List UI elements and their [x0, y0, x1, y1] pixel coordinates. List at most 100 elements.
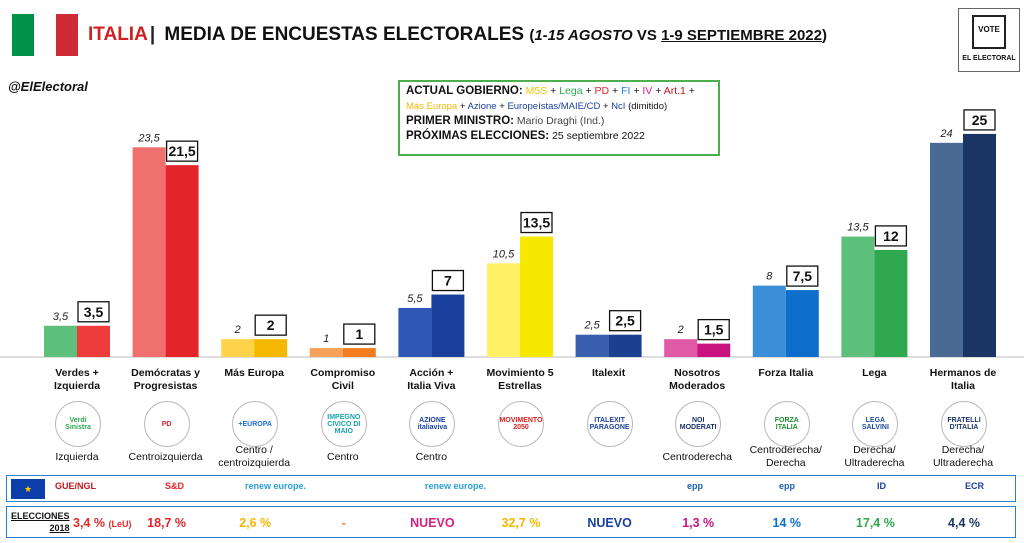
title-vs: VS [636, 27, 657, 44]
value-label-curr: 12 [883, 228, 899, 244]
social-handle: @ElElectoral [8, 79, 88, 94]
party-logo-icon: FRATELLI D'ITALIA [941, 401, 987, 447]
ideology-label-line: centroizquierda [218, 457, 291, 469]
gov-pm-value: Mario Draghi (Ind.) [516, 115, 605, 127]
result-2018-first-note: (LeU) [108, 519, 132, 529]
value-box-curr [343, 323, 376, 345]
ideology-label: Centroizquierda [118, 451, 214, 464]
gov-line-2: Más Europa + Azione + Europeístas/MAIE/C… [406, 99, 712, 114]
gov-parties-second: Más Europa + Azione + Europeístas/MAIE/C… [406, 101, 626, 112]
bar-prev [841, 236, 875, 357]
ideology-label-line: Derecha [765, 457, 806, 469]
category-label-line: Forza Italia [758, 367, 814, 379]
gov-party-pd: PD [594, 85, 610, 97]
gov-line-3: PRIMER MINISTRO: Mario Draghi (Ind.) [406, 114, 712, 129]
ballot-box-icon: VOTE [972, 15, 1006, 49]
ideology-label-line: Centroderecha [662, 451, 732, 463]
logo-name: EL ELECTORAL [962, 55, 1016, 62]
gov-party-azione: Azione [467, 101, 497, 112]
ideology-label-line: Derecha/ [941, 444, 985, 456]
party-logo-icon: MOVIMENTO 2050 [498, 401, 544, 447]
category-label-line: Italexit [591, 367, 626, 379]
value-box-curr [254, 314, 287, 336]
logo-vote-text: VOTE [978, 25, 1000, 34]
eu-group-label: renew europe. [425, 481, 487, 491]
value-label-curr: 13,5 [523, 215, 550, 231]
party-logo-icon: NOI MODERATI [675, 401, 722, 447]
bar-prev [664, 339, 698, 357]
gov-line-1: ACTUAL GOBIERNO: M5S + Lega + PD + FI + … [406, 84, 712, 99]
bar-prev [44, 325, 77, 357]
gov-line-4: PRÓXIMAS ELECCIONES: 25 septiembre 2022 [406, 129, 712, 144]
value-label-prev: 2 [677, 324, 684, 336]
category-label-line: Compromiso Civil [310, 367, 376, 392]
bar-prev [930, 142, 963, 357]
results-label-line2: 2018 [49, 523, 70, 533]
category-label: Verdes + Izquierda [34, 367, 120, 393]
ideology-label: Centro [383, 451, 479, 464]
value-box-curr [874, 225, 908, 247]
value-label-prev: 23,5 [137, 132, 160, 144]
category-label-line: Nosotros [674, 367, 721, 379]
results-2018-row: ELECCIONES 2018 3,4 % (LeU) 18,7 % 2,6 % -… [6, 506, 1016, 538]
bar-prev [575, 334, 609, 357]
gov-party-m5s: M5S [525, 85, 548, 97]
category-label: Forza Italia [743, 367, 829, 380]
title-range: (1-15 AGOSTO VS 1-9 SEPTIEMBRE 2022) [529, 27, 827, 44]
title-range-b: 1-9 SEPTIEMBRE 2022 [661, 27, 822, 44]
category-label-line: Progresistas [133, 380, 198, 392]
ideology-label-line: Centro [415, 451, 448, 463]
party-logo-icon: PD [143, 401, 190, 447]
eu-flag-icon: ★ [11, 479, 45, 499]
party-logo-icon: +EUROPA [232, 401, 279, 447]
party-logo-icon: Verdi Sinistra [55, 401, 101, 447]
result-2018-value: 18,7 % [147, 516, 187, 530]
title-main: MEDIA DE ENCUESTAS ELECTORALES [164, 24, 525, 45]
value-label-prev: 8 [766, 271, 773, 283]
bar-curr [874, 249, 908, 357]
gov-party-europe-stas-maie-cd: Europeístas/MAIE/CD [507, 101, 601, 112]
gov-party-art-1: Art.1 [663, 85, 686, 97]
bar-curr [165, 165, 199, 357]
value-box-curr [697, 318, 730, 341]
result-2018-first-value: 3,4 % [73, 516, 105, 530]
flag-green-stripe [12, 14, 34, 56]
bar-prev [398, 307, 432, 357]
eu-group-label: epp [779, 481, 796, 491]
gov-party-nci: NcI [611, 101, 626, 112]
bar-prev [487, 263, 520, 357]
result-2018-value: 14 % [772, 516, 802, 530]
gov-next-value: 25 septiembre 2022 [552, 130, 645, 142]
value-label-curr: 2 [267, 317, 275, 333]
category-label-line: Acción + [409, 367, 454, 379]
result-2018-value: 32,7 % [501, 516, 541, 530]
eu-group-label: S&D [165, 481, 185, 491]
el-electoral-logo: VOTE EL ELECTORAL [958, 8, 1020, 72]
ideology-label-line: Centro [327, 451, 359, 463]
title-separator: | [149, 24, 156, 45]
government-info-box: ACTUAL GOBIERNO: M5S + Lega + PD + FI + … [398, 80, 720, 156]
category-label-line: Moderados [669, 380, 726, 392]
ideology-label-line: Centroizquierda [128, 451, 203, 463]
category-label-line: Más Europa [224, 367, 284, 379]
gov-party-iv: IV [642, 85, 653, 97]
result-2018-value: 1,3 % [682, 516, 715, 530]
gov-next-label: PRÓXIMAS ELECCIONES: [406, 130, 550, 142]
ideology-label-line: Ultraderecha [932, 457, 994, 469]
bar-curr [963, 133, 996, 357]
category-label: Demócratas y Progresistas [123, 367, 209, 393]
ideology-label: Derecha/Ultraderecha [826, 444, 922, 470]
party-logo-icon: ITALEXIT PARAGONE [586, 401, 633, 447]
eu-group-label: epp [687, 481, 704, 491]
value-box-curr [520, 211, 553, 234]
value-label-curr: 7 [444, 273, 452, 289]
category-label-line: Estrellas [498, 380, 542, 392]
ideology-label-line: Izquierda [55, 451, 99, 463]
result-2018-value: NUEVO [410, 516, 455, 530]
category-label-line: Hermanos de [929, 367, 997, 379]
category-label-line: Lega [862, 367, 887, 379]
value-box-curr [77, 301, 110, 323]
bar-curr [431, 294, 465, 357]
gov-parties-first: M5S + Lega + PD + FI + IV + Art.1 + [525, 85, 695, 97]
value-label-prev: 1 [323, 333, 329, 345]
